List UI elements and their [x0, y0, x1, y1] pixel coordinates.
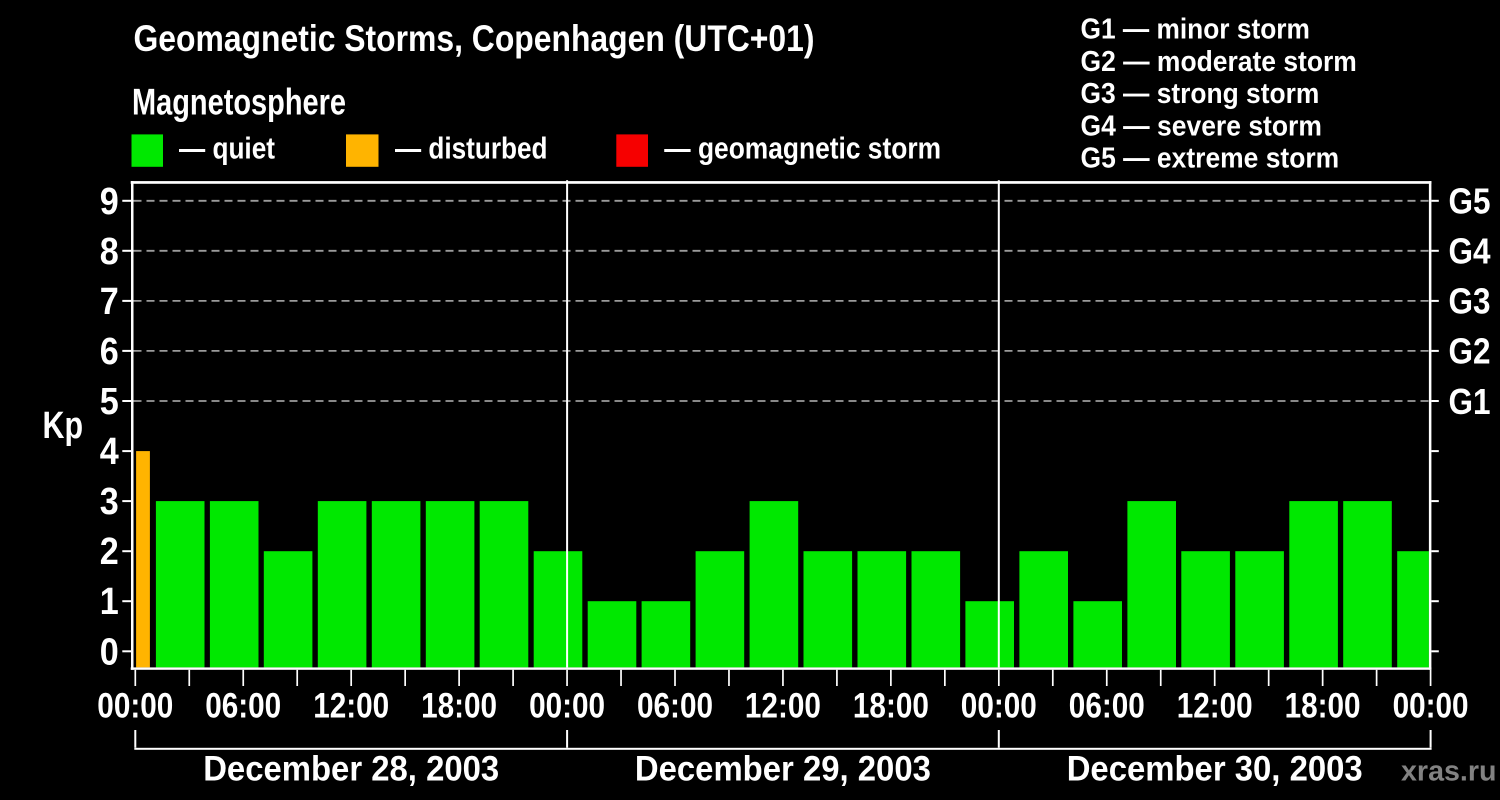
svg-text:12:00: 12:00 — [1177, 686, 1253, 725]
svg-text:December 29, 2003: December 29, 2003 — [635, 749, 931, 788]
svg-text:00:00: 00:00 — [1393, 686, 1469, 725]
svg-text:7: 7 — [100, 281, 119, 323]
svg-text:3: 3 — [100, 481, 119, 523]
svg-text:G3: G3 — [1449, 281, 1491, 322]
svg-text:4: 4 — [100, 431, 119, 473]
svg-text:06:00: 06:00 — [637, 686, 713, 725]
svg-text:0: 0 — [100, 631, 119, 673]
svg-text:G5 — extreme storm: G5 — extreme storm — [1081, 143, 1340, 175]
svg-text:G2: G2 — [1449, 331, 1491, 372]
svg-text:06:00: 06:00 — [1069, 686, 1145, 725]
svg-text:12:00: 12:00 — [313, 686, 389, 725]
svg-text:G1: G1 — [1449, 381, 1491, 422]
svg-text:18:00: 18:00 — [421, 686, 497, 725]
svg-text:— disturbed: — disturbed — [395, 132, 548, 166]
svg-text:G4: G4 — [1449, 231, 1492, 272]
svg-text:2: 2 — [100, 531, 119, 573]
svg-text:G1 — minor storm: G1 — minor storm — [1081, 14, 1310, 46]
svg-text:— quiet: — quiet — [179, 132, 275, 166]
svg-text:Geomagnetic Storms, Copenhagen: Geomagnetic Storms, Copenhagen (UTC+01) — [134, 17, 815, 59]
svg-text:00:00: 00:00 — [529, 686, 605, 725]
svg-text:Magnetosphere: Magnetosphere — [132, 81, 346, 123]
svg-text:9: 9 — [100, 181, 119, 223]
svg-text:G5: G5 — [1449, 181, 1491, 222]
svg-text:G3 — strong storm: G3 — strong storm — [1081, 78, 1320, 110]
svg-text:xras.ru: xras.ru — [1401, 756, 1497, 788]
svg-text:G2 — moderate storm: G2 — moderate storm — [1081, 46, 1357, 78]
svg-text:6: 6 — [100, 331, 119, 373]
svg-text:1: 1 — [100, 581, 119, 623]
svg-text:5: 5 — [100, 381, 119, 423]
svg-text:December 30, 2003: December 30, 2003 — [1067, 749, 1363, 788]
svg-text:December 28, 2003: December 28, 2003 — [203, 749, 499, 788]
svg-text:G4 — severe storm: G4 — severe storm — [1081, 110, 1322, 142]
svg-text:00:00: 00:00 — [97, 686, 173, 725]
svg-text:06:00: 06:00 — [205, 686, 281, 725]
svg-text:Kp: Kp — [43, 405, 84, 447]
svg-text:00:00: 00:00 — [961, 686, 1037, 725]
svg-text:— geomagnetic storm: — geomagnetic storm — [664, 132, 941, 166]
svg-text:12:00: 12:00 — [745, 686, 821, 725]
svg-text:18:00: 18:00 — [853, 686, 929, 725]
svg-text:8: 8 — [100, 231, 119, 273]
svg-text:18:00: 18:00 — [1285, 686, 1361, 725]
